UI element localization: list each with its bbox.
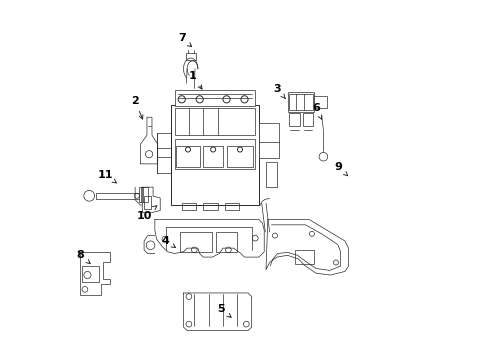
Bar (82, 266, 99, 282)
Bar (182, 203, 196, 211)
Bar (226, 146, 253, 167)
Text: 9: 9 (334, 162, 347, 176)
Text: 1: 1 (188, 71, 202, 89)
Text: 5: 5 (217, 304, 231, 318)
Bar (287, 92, 314, 112)
Bar (174, 139, 255, 169)
Bar (180, 232, 212, 252)
Bar (174, 108, 255, 135)
Bar (258, 123, 278, 158)
Text: 6: 6 (312, 103, 321, 119)
Bar (144, 196, 151, 209)
Bar (215, 232, 237, 252)
Bar (265, 162, 276, 187)
Bar (302, 113, 313, 126)
Bar (289, 94, 312, 110)
Bar (174, 90, 255, 107)
Bar (185, 53, 196, 60)
Bar (314, 96, 326, 108)
Text: 8: 8 (76, 250, 90, 264)
Text: 3: 3 (272, 84, 285, 99)
Text: 11: 11 (98, 170, 116, 183)
Bar (289, 113, 300, 126)
Text: 4: 4 (162, 236, 175, 248)
Bar (203, 146, 223, 167)
Text: 2: 2 (131, 96, 142, 119)
Text: 10: 10 (136, 206, 157, 221)
Bar (203, 203, 217, 211)
Text: 7: 7 (178, 33, 191, 46)
Bar (176, 146, 199, 167)
Bar (294, 250, 314, 264)
Bar (139, 187, 147, 202)
Bar (171, 105, 258, 205)
Bar (224, 203, 239, 211)
